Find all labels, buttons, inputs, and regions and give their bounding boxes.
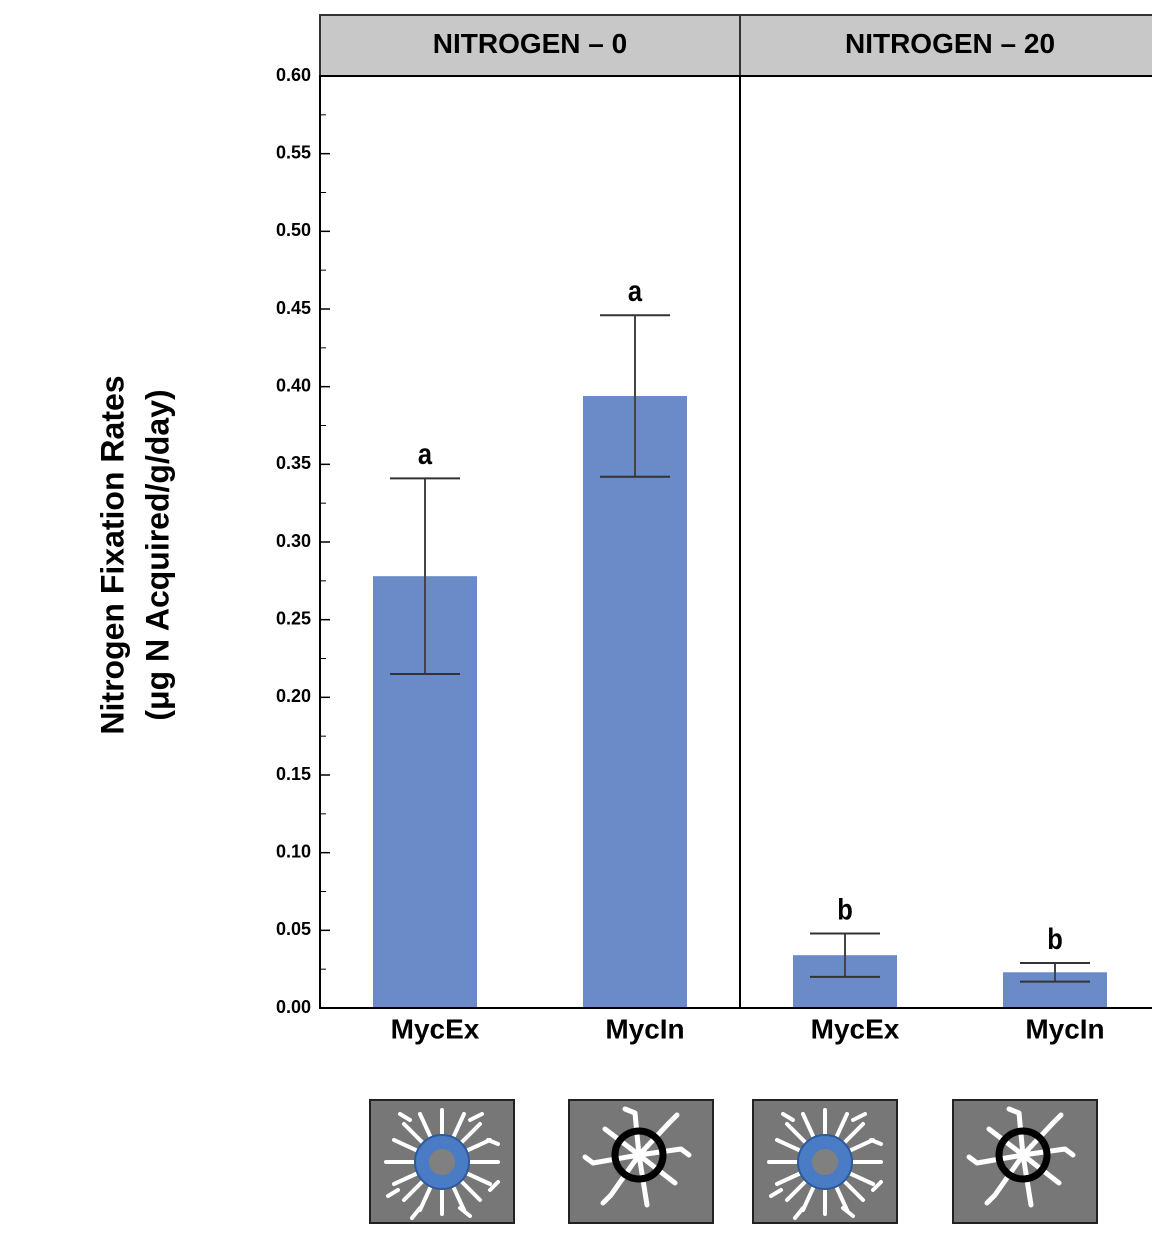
y-tick-label: 0.05	[276, 919, 311, 939]
y-tick-label: 0.35	[276, 453, 311, 473]
mycin-icon	[953, 1100, 1097, 1223]
mycin-icon	[569, 1100, 713, 1223]
y-tick-label: 0.55	[276, 142, 311, 162]
y-tick-label: 0.00	[276, 997, 311, 1017]
y-tick-label: 0.45	[276, 298, 311, 318]
significance-letter: a	[628, 274, 643, 307]
chart: Nitrogen Fixation Rates(μg N Acquired/g/…	[0, 0, 1152, 1239]
x-tick-label: MycIn	[1025, 1013, 1104, 1044]
x-tick-label: MycIn	[605, 1013, 684, 1044]
y-axis-label: Nitrogen Fixation Rates	[94, 375, 130, 734]
plot-area: Nitrogen Fixation Rates(μg N Acquired/g/…	[94, 15, 1152, 1044]
x-tick-label: MycEx	[391, 1013, 480, 1044]
y-tick-label: 0.50	[276, 220, 311, 240]
bar	[583, 396, 687, 1008]
facet-title: NITROGEN – 0	[433, 28, 627, 59]
y-tick-label: 0.40	[276, 375, 311, 395]
mycex-icon	[370, 1100, 514, 1223]
significance-letter: b	[1047, 922, 1063, 955]
significance-letter: a	[418, 437, 433, 470]
facet-panel	[740, 76, 1152, 1008]
y-tick-label: 0.20	[276, 686, 311, 706]
mycex-icon	[753, 1100, 897, 1223]
y-tick-label: 0.25	[276, 608, 311, 628]
y-axis-label: (μg N Acquired/g/day)	[139, 389, 175, 720]
facet-title: NITROGEN – 20	[845, 28, 1055, 59]
significance-letter: b	[837, 892, 853, 925]
y-tick-label: 0.60	[276, 65, 311, 85]
condition-icons	[370, 1100, 1097, 1223]
y-tick-label: 0.15	[276, 764, 311, 784]
y-tick-label: 0.30	[276, 531, 311, 551]
y-tick-label: 0.10	[276, 841, 311, 861]
x-tick-label: MycEx	[811, 1013, 900, 1044]
page: Nitrogen Fixation Rates(μg N Acquired/g/…	[0, 0, 1152, 1239]
